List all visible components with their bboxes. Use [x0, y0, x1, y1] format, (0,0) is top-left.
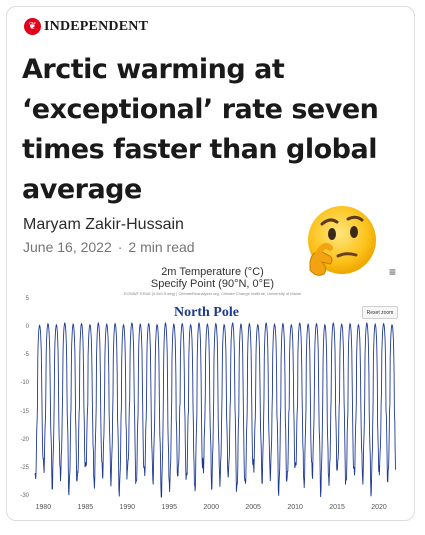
article-headline[interactable]: Arctic warming at ‘exceptional’ rate sev…: [22, 54, 379, 205]
chart-subtitle: Specify Point (90°N, 0°E): [150, 278, 275, 290]
x-tick-label: 2000: [203, 504, 219, 511]
chart-credit: ECMWF ERA5 (0.5x0.5 deg) | ClimateReanal…: [123, 291, 302, 296]
x-tick-label: 1995: [161, 504, 178, 511]
reset-zoom-button[interactable]: Reset zoom: [362, 306, 398, 319]
x-tick-label: 1980: [35, 504, 52, 511]
x-tick-label: 2010: [287, 504, 303, 511]
chart-annotation: North Pole: [174, 305, 239, 320]
publication-logo[interactable]: ❦ INDEPENDENT: [24, 18, 148, 35]
x-tick-label: 1985: [77, 504, 94, 511]
chart-menu-icon[interactable]: ≡: [389, 265, 397, 279]
meta-separator: ·: [117, 239, 123, 255]
article-author[interactable]: Maryam Zakir-Hussain: [23, 216, 184, 233]
article-meta: June 16, 2022 · 2 min read: [23, 239, 195, 255]
x-tick-label: 2005: [245, 504, 261, 511]
y-tick-label: -10: [20, 380, 29, 387]
x-tick-label: 2020: [371, 504, 387, 511]
y-tick-label: 5: [25, 296, 29, 302]
chart-title: 2m Temperature (°C): [161, 266, 264, 278]
eagle-logo-icon: ❦: [24, 18, 41, 35]
thinking-face-icon: [308, 206, 376, 276]
x-tick-label: 2015: [329, 504, 345, 511]
publish-date: June 16, 2022: [23, 239, 112, 255]
y-tick-label: 0: [25, 324, 29, 331]
y-tick-label: -15: [20, 408, 29, 415]
x-tick-label: 1990: [119, 504, 136, 511]
read-time: 2 min read: [128, 239, 195, 255]
y-tick-label: -25: [20, 464, 29, 471]
y-tick-label: -30: [20, 493, 29, 499]
y-tick-label: -5: [23, 352, 29, 359]
temperature-series-line: [34, 321, 396, 498]
y-tick-label: -20: [20, 436, 29, 443]
publication-name: INDEPENDENT: [44, 18, 149, 34]
